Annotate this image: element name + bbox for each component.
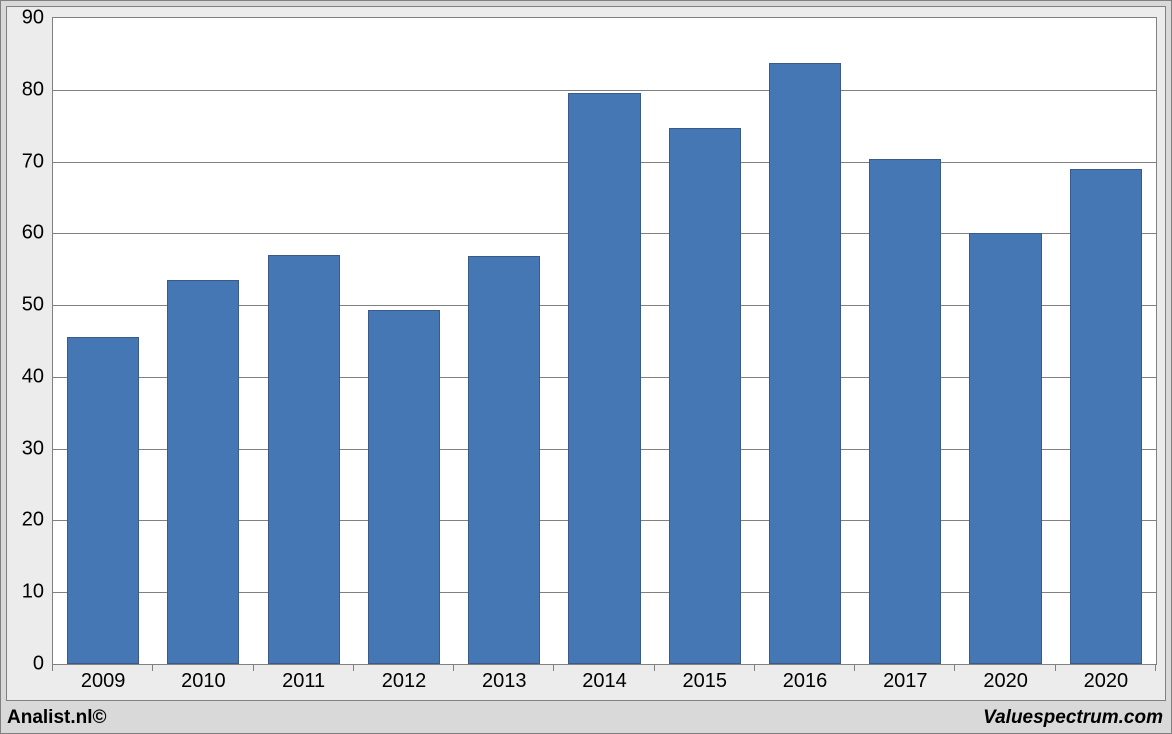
x-tick-mark	[553, 665, 554, 671]
x-tick-mark	[654, 665, 655, 671]
x-tick-mark	[754, 665, 755, 671]
x-tick-label: 2009	[81, 670, 126, 693]
y-tick-label: 20	[7, 509, 44, 532]
bar	[869, 159, 941, 664]
y-tick-label: 30	[7, 437, 44, 460]
bar	[368, 310, 440, 664]
chart-outer-frame: 0 10 20 30 40 50 60 70 80 90 2009 2010 2011 2012 2013…	[0, 0, 1172, 734]
y-tick-label: 0	[7, 653, 44, 676]
x-tick-label: 2014	[582, 670, 627, 693]
footer-credit-right: Valuespectrum.com	[983, 707, 1163, 729]
x-tick-label: 2012	[382, 670, 427, 693]
bar	[1070, 169, 1142, 664]
footer-credit-left: Analist.nl©	[7, 707, 107, 729]
y-tick-label: 10	[7, 581, 44, 604]
y-tick-label: 60	[7, 222, 44, 245]
plot-area	[52, 17, 1157, 665]
chart-inner-frame: 0 10 20 30 40 50 60 70 80 90 2009 2010 2011 2012 2013…	[6, 6, 1166, 701]
gridline	[53, 90, 1156, 91]
x-tick-label: 2015	[683, 670, 728, 693]
x-tick-mark	[52, 665, 53, 671]
bar	[568, 93, 640, 664]
bar	[969, 233, 1041, 664]
x-tick-mark	[954, 665, 955, 671]
bar	[167, 280, 239, 664]
x-tick-label: 2011	[282, 670, 325, 693]
x-tick-mark	[1155, 665, 1156, 671]
y-tick-label: 80	[7, 78, 44, 101]
x-tick-label: 2017	[883, 670, 928, 693]
x-tick-mark	[453, 665, 454, 671]
x-tick-label: 2010	[181, 670, 226, 693]
y-tick-label: 40	[7, 365, 44, 388]
bar	[268, 255, 340, 664]
bar	[468, 256, 540, 664]
x-tick-mark	[152, 665, 153, 671]
y-tick-label: 50	[7, 294, 44, 317]
x-tick-mark	[253, 665, 254, 671]
bar	[769, 63, 841, 664]
x-tick-mark	[854, 665, 855, 671]
y-tick-label: 70	[7, 150, 44, 173]
x-tick-mark	[1055, 665, 1056, 671]
bar	[669, 128, 741, 664]
bar	[67, 337, 139, 664]
x-tick-mark	[353, 665, 354, 671]
y-tick-label: 90	[7, 7, 44, 30]
x-tick-label: 2020	[983, 670, 1028, 693]
x-tick-label: 2016	[783, 670, 828, 693]
x-tick-label: 2020	[1084, 670, 1129, 693]
x-tick-label: 2013	[482, 670, 527, 693]
